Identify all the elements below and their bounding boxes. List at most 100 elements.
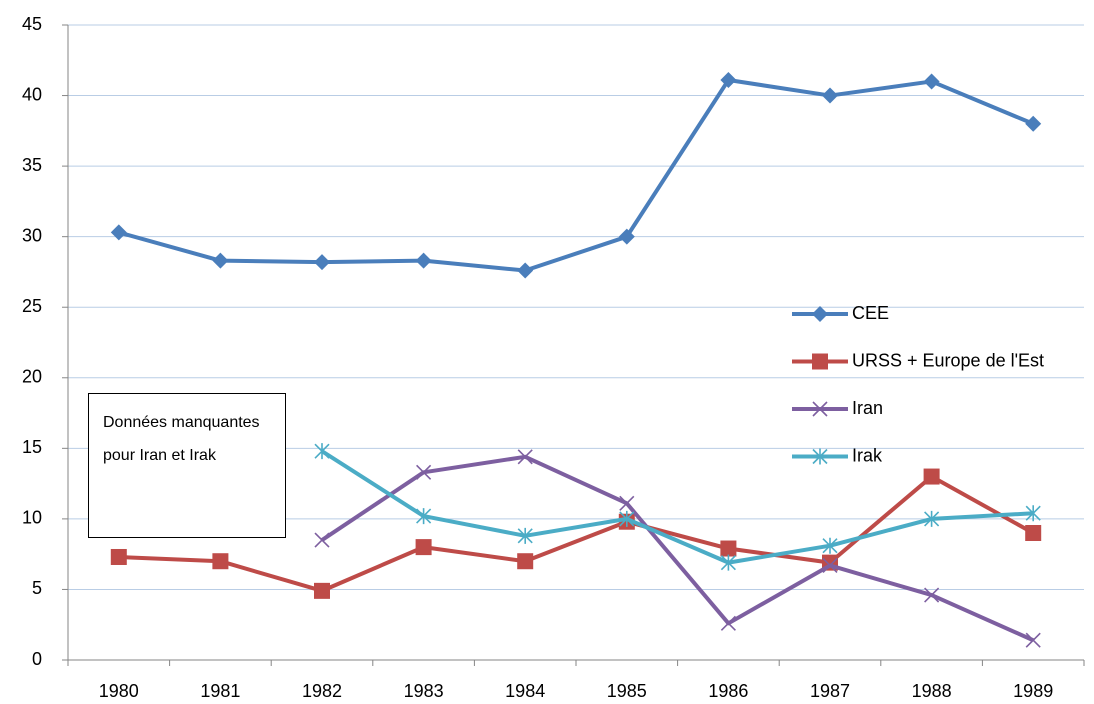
marker-shape <box>415 539 432 556</box>
marker-shape <box>812 448 828 465</box>
x-tick-label: 1988 <box>912 681 952 701</box>
marker <box>924 510 940 527</box>
series-line <box>118 78 1034 273</box>
marker <box>822 537 838 554</box>
marker-shape <box>924 510 940 527</box>
marker-shape <box>619 495 635 511</box>
marker <box>812 306 828 322</box>
y-tick-label: 15 <box>22 437 42 457</box>
x-tick-label: 1981 <box>200 681 240 701</box>
marker <box>720 554 736 571</box>
marker <box>212 252 229 269</box>
marker <box>923 468 940 485</box>
marker-shape <box>618 228 635 245</box>
marker <box>822 87 838 104</box>
x-tick-label: 1982 <box>302 681 342 701</box>
marker <box>314 443 330 460</box>
marker-shape <box>212 252 229 269</box>
marker-shape <box>720 72 737 89</box>
marker <box>1025 115 1042 132</box>
marker-shape <box>923 468 940 485</box>
marker <box>924 587 940 603</box>
marker-shape <box>720 540 737 557</box>
marker-shape <box>517 553 534 570</box>
y-tick-label: 40 <box>22 84 42 104</box>
marker-shape <box>812 306 828 322</box>
marker-shape <box>1025 505 1041 522</box>
marker-shape <box>314 254 330 271</box>
marker-shape <box>1025 632 1041 648</box>
marker <box>110 548 127 565</box>
marker <box>720 615 736 631</box>
marker <box>822 557 838 574</box>
legend-label: URSS + Europe de l'Est <box>852 350 1044 370</box>
marker-shape <box>822 557 838 574</box>
marker <box>619 495 635 511</box>
marker-shape <box>923 73 940 90</box>
marker <box>923 73 940 90</box>
marker <box>416 464 432 480</box>
legend-label: Irak <box>852 445 883 465</box>
legend-label: Iran <box>852 398 883 418</box>
marker-shape <box>517 527 533 544</box>
marker <box>314 254 330 271</box>
marker-shape <box>314 582 330 599</box>
marker-shape <box>416 508 432 525</box>
marker <box>720 540 737 557</box>
marker-shape <box>415 252 432 269</box>
marker <box>416 508 432 525</box>
marker <box>314 532 330 548</box>
marker <box>1025 632 1041 648</box>
marker <box>517 553 534 570</box>
marker <box>720 72 737 89</box>
marker-shape <box>619 510 635 527</box>
marker <box>415 539 432 556</box>
y-tick-label: 5 <box>32 578 42 598</box>
marker <box>517 527 533 544</box>
marker-shape <box>720 554 736 571</box>
y-tick-label: 35 <box>22 155 42 175</box>
x-tick-label: 1989 <box>1013 681 1053 701</box>
marker-shape <box>517 262 534 279</box>
y-tick-label: 45 <box>22 14 42 34</box>
marker-shape <box>924 587 940 603</box>
marker <box>314 582 330 599</box>
marker-shape <box>812 401 828 417</box>
marker <box>812 353 828 370</box>
marker <box>415 252 432 269</box>
marker-shape <box>314 532 330 548</box>
marker-shape <box>822 87 838 104</box>
marker <box>812 401 828 417</box>
marker-shape <box>720 615 736 631</box>
marker <box>619 510 635 527</box>
series-line <box>320 449 1034 565</box>
marker-shape <box>314 443 330 460</box>
marker-shape <box>110 548 127 565</box>
annotation: Données manquantes pour Iran et Irak <box>88 393 286 538</box>
marker <box>212 553 229 570</box>
y-tick-label: 0 <box>32 649 42 669</box>
marker-shape <box>1025 525 1042 541</box>
x-tick-label: 1983 <box>404 681 444 701</box>
marker <box>517 262 534 279</box>
marker-shape <box>110 224 127 241</box>
marker <box>1025 525 1042 541</box>
series-line <box>320 454 1035 643</box>
x-tick-label: 1980 <box>99 681 139 701</box>
x-tick-label: 1986 <box>708 681 748 701</box>
marker-shape <box>517 449 533 465</box>
marker-shape <box>212 553 229 570</box>
marker-shape <box>822 537 838 554</box>
series-line <box>118 474 1035 593</box>
y-tick-label: 10 <box>22 508 42 528</box>
marker <box>618 228 635 245</box>
x-tick-label: 1987 <box>810 681 850 701</box>
marker-shape <box>416 464 432 480</box>
marker <box>517 449 533 465</box>
marker <box>110 224 127 241</box>
marker <box>812 448 828 465</box>
marker-shape <box>812 353 828 370</box>
x-tick-label: 1984 <box>505 681 545 701</box>
